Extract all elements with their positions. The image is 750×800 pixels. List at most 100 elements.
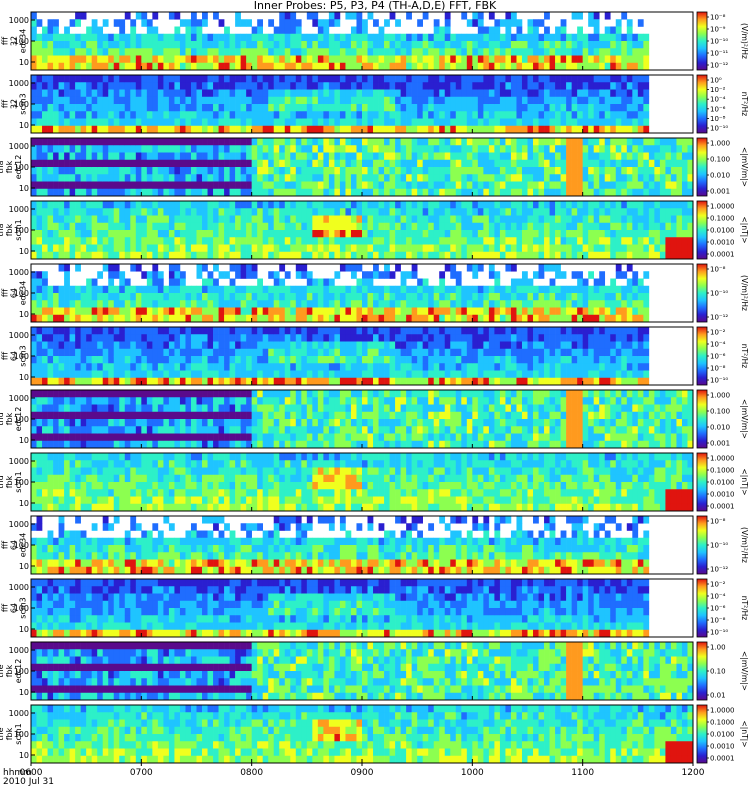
panel-7: 1000 100 10 thdfbkscm1 1.0000 0.1000 0.0100 0.0…	[0, 452, 749, 512]
y-tick-label: 1000	[9, 457, 29, 466]
colorbar-tick-label: 10⁻⁸	[710, 617, 726, 625]
panel-label: thafbkscm1	[0, 219, 23, 240]
y-tick-label: 10	[19, 184, 29, 193]
y-tick-label: 10	[19, 625, 29, 634]
colorbar-tick-label: 0.1000	[710, 719, 735, 727]
colorbar-label: nT²/Hz	[740, 92, 749, 117]
colorbar-tick-label: 10⁻¹²	[710, 62, 728, 70]
colorbar-tick-label: 0.0100	[710, 479, 735, 487]
panel-label: thefff64scm3	[0, 597, 28, 618]
x-tick-label: 0900	[351, 768, 374, 778]
panel-label: thdfbkscm1	[0, 471, 23, 492]
colorbar-tick-label: 1.0000	[710, 707, 735, 715]
colorbar-label: nT²/Hz	[740, 596, 749, 621]
colorbar-label: <|mV/m|>	[740, 399, 749, 439]
panel-heatmap	[31, 642, 694, 701]
colorbar-tick-label: 10⁻²	[710, 329, 726, 337]
colorbar-label: nT²/Hz	[740, 344, 749, 369]
x-tick-label: 0700	[130, 768, 153, 778]
colorbar-tick-label: 10⁻¹¹	[710, 50, 728, 58]
colorbar-tick-label: 0.010	[710, 424, 730, 432]
y-tick-label: 1000	[9, 142, 29, 151]
panel-2: 1000 100 10 thafbkedc12 1.000 0.100 0.010 0.001…	[0, 137, 749, 197]
chart-title: Inner Probes: P5, P3, P4 (TH-A,D,E) FFT,…	[253, 0, 497, 12]
panel-label: thafff32edc34	[0, 29, 28, 54]
colorbar-tick-label: 10⁻²	[710, 86, 726, 94]
colorbar: 10⁻⁸ 10⁻⁹ 10⁻¹⁰ 10⁻¹¹ 10⁻¹² (V/m)²/Hz	[696, 11, 749, 71]
colorbar-tick-label: 0.1000	[710, 467, 735, 475]
y-tick-label: 10	[19, 121, 29, 130]
colorbar-tick-label: 10⁻¹⁰	[710, 290, 728, 298]
colorbar: 10⁻⁸ 10⁻¹⁰ 10⁻¹² (V/m)²/Hz	[696, 515, 749, 575]
colorbar-tick-label: 10⁻⁸	[710, 365, 726, 373]
colorbar-tick-label: 0.0001	[710, 503, 735, 511]
panel-heatmap	[31, 75, 650, 134]
panel-heatmap	[31, 390, 694, 449]
panel-11: 1000 100 10 thefbkscm1 1.0000 0.1000 0.0100 0.0…	[0, 704, 749, 764]
colorbar: 1.000 0.100 0.010 0.001 <|mV/m|>	[696, 389, 749, 449]
panel-heatmap	[31, 453, 694, 512]
y-tick-label: 1000	[9, 79, 29, 88]
panel-label: thdfff64edc34	[0, 281, 28, 306]
y-tick-label: 100	[14, 163, 29, 172]
x-tick-label: 1200	[682, 768, 705, 778]
colorbar-tick-label: 1.000	[710, 140, 730, 148]
colorbar-tick-label: 0.010	[710, 172, 730, 180]
colorbar-tick-label: 1.00	[710, 644, 726, 652]
colorbar-tick-label: 0.001	[710, 188, 730, 196]
panel-10: 1000 100 10 thefbkedc12 1.00 0.10 0.01 <|mV/m|>	[0, 641, 749, 701]
panel-6: 1000 100 10 thdfbkedc12 1.000 0.100 0.010 0.001…	[0, 389, 749, 449]
colorbar-tick-label: 10⁻⁴	[710, 341, 726, 349]
colorbar-label: <|nT|>	[740, 721, 749, 748]
panel-label: thefbkedc12	[0, 659, 23, 684]
colorbar-tick-label: 10⁻¹²	[710, 566, 728, 574]
colorbar-tick-label: 1.0000	[710, 203, 735, 211]
y-tick-label: 10	[19, 247, 29, 256]
y-tick-label: 100	[14, 37, 29, 46]
colorbar-tick-label: 0.0010	[710, 239, 735, 247]
colorbar: 10⁻⁸ 10⁻¹⁰ 10⁻¹² (V/m)²/Hz	[696, 263, 749, 323]
colorbar-tick-label: 0.100	[710, 156, 730, 164]
y-tick-label: 100	[14, 289, 29, 298]
y-tick-label: 1000	[9, 709, 29, 718]
colorbar-tick-label: 10⁻⁸	[710, 518, 726, 526]
panel-5: 100010010thdfff64scm310⁻²10⁻⁴10⁻⁶10⁻⁸10⁻…	[0, 326, 749, 386]
colorbar-tick-label: 10⁻²	[710, 581, 726, 589]
colorbar: 1.0000 0.1000 0.0100 0.0010 0.0001 <|nT|>	[696, 704, 749, 764]
colorbar-tick-label: 10⁻⁸	[710, 115, 726, 123]
colorbar-tick-label: 1.0000	[710, 455, 735, 463]
colorbar-tick-label: 10⁻¹⁰	[710, 542, 728, 550]
colorbar-tick-label: 10⁻¹⁰	[710, 125, 728, 133]
y-tick-label: 1000	[9, 268, 29, 277]
y-tick-label: 1000	[9, 646, 29, 655]
y-tick-label: 1000	[9, 205, 29, 214]
colorbar-tick-label: 0.001	[710, 440, 730, 448]
colorbar-tick-label: 10⁻⁶	[710, 105, 726, 113]
y-tick-label: 10	[19, 436, 29, 445]
y-tick-label: 100	[14, 730, 29, 739]
y-tick-label: 10	[19, 562, 29, 571]
colorbar-label: <|nT|>	[740, 469, 749, 496]
y-tick-label: 1000	[9, 394, 29, 403]
panel-label: thefff64edc34	[0, 533, 28, 558]
colorbar-tick-label: 0.0001	[710, 251, 735, 259]
colorbar-tick-label: 0.0010	[710, 491, 735, 499]
colorbar-tick-label: 0.0001	[710, 755, 735, 763]
colorbar-tick-label: 10⁻¹⁰	[710, 629, 728, 637]
panel-heatmap	[31, 516, 650, 575]
colorbar-label: <|nT|>	[740, 217, 749, 244]
colorbar-label: (V/m)²/Hz	[740, 275, 749, 311]
y-tick-label: 10	[19, 688, 29, 697]
panel-9: 100010010thefff64scm310⁻²10⁻⁴10⁻⁶10⁻⁸10⁻…	[0, 578, 749, 638]
colorbar: 10⁻² 10⁻⁴ 10⁻⁶ 10⁻⁸ 10⁻¹⁰ nT²/Hz	[696, 326, 749, 386]
panel-label: thefbkscm1	[0, 723, 23, 744]
y-tick-label: 1000	[9, 583, 29, 592]
y-tick-label: 1000	[9, 16, 29, 25]
y-tick-label: 100	[14, 667, 29, 676]
colorbar: 1.00 0.10 0.01 <|mV/m|>	[696, 641, 749, 701]
y-tick-label: 1000	[9, 520, 29, 529]
panel-3: 1000 100 10 thafbkscm1 1.0000 0.1000 0.0100 0.0…	[0, 200, 749, 260]
